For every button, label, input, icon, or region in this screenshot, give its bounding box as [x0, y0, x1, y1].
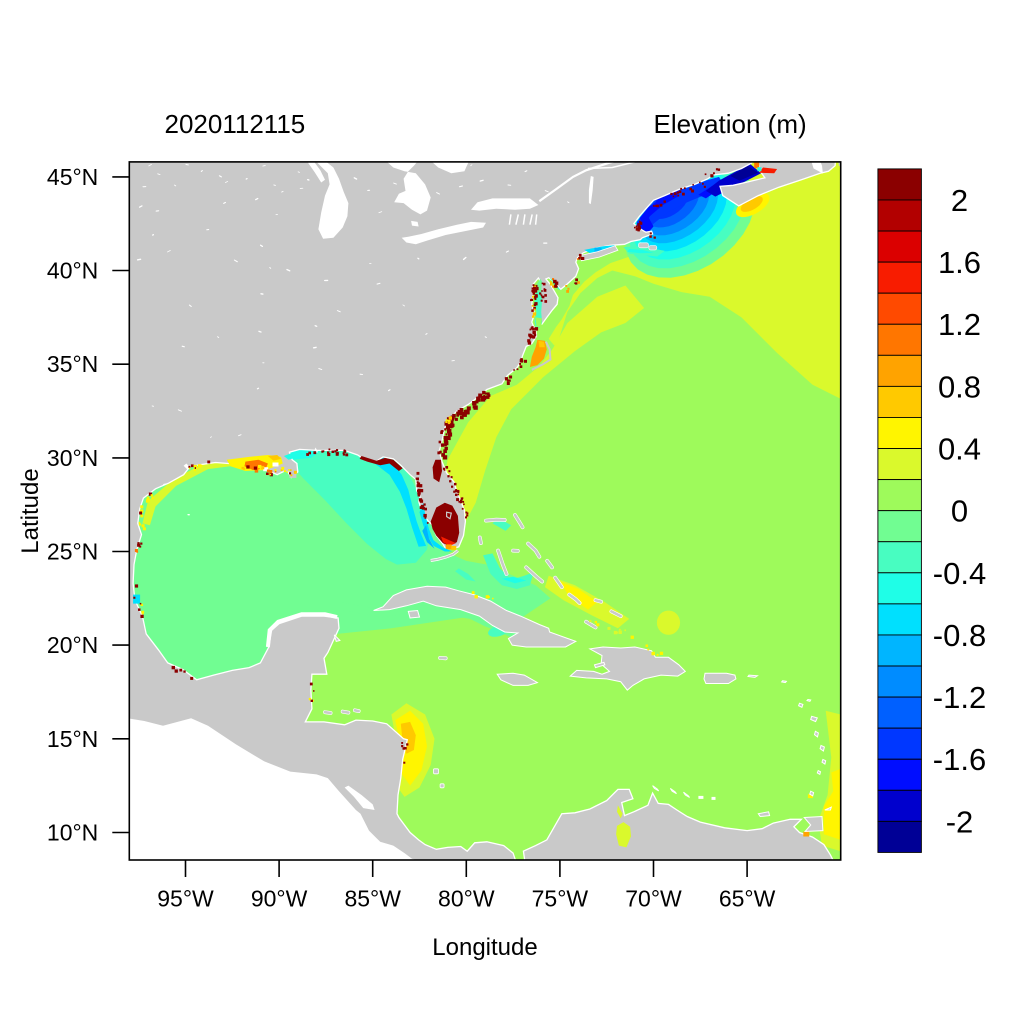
svg-text:0.4: 0.4: [938, 432, 981, 467]
svg-text:2: 2: [951, 183, 968, 218]
svg-text:0.8: 0.8: [938, 369, 981, 404]
svg-text:1.6: 1.6: [938, 245, 981, 280]
svg-text:45°N: 45°N: [47, 164, 98, 190]
svg-text:-1.6: -1.6: [933, 742, 986, 777]
svg-text:40°N: 40°N: [47, 258, 98, 284]
svg-text:65°W: 65°W: [719, 886, 776, 912]
svg-text:Longitude: Longitude: [432, 934, 537, 961]
svg-text:0: 0: [951, 494, 968, 529]
svg-text:-0.4: -0.4: [933, 556, 986, 591]
svg-text:25°N: 25°N: [47, 539, 98, 565]
svg-text:90°W: 90°W: [251, 886, 308, 912]
svg-text:-0.8: -0.8: [933, 618, 986, 653]
svg-text:85°W: 85°W: [344, 886, 401, 912]
svg-text:1.2: 1.2: [938, 307, 981, 342]
svg-text:70°W: 70°W: [625, 886, 682, 912]
svg-text:Latitude: Latitude: [17, 468, 44, 553]
svg-text:20°N: 20°N: [47, 632, 98, 658]
svg-text:-2: -2: [946, 804, 974, 839]
svg-text:15°N: 15°N: [47, 726, 98, 752]
svg-text:30°N: 30°N: [47, 445, 98, 471]
svg-text:10°N: 10°N: [47, 820, 98, 846]
svg-text:Elevation (m): Elevation (m): [654, 109, 807, 139]
svg-text:80°W: 80°W: [438, 886, 495, 912]
svg-text:95°W: 95°W: [157, 886, 214, 912]
svg-text:-1.2: -1.2: [933, 680, 986, 715]
svg-text:75°W: 75°W: [532, 886, 589, 912]
svg-text:2020112115: 2020112115: [165, 109, 306, 139]
svg-text:35°N: 35°N: [47, 351, 98, 377]
